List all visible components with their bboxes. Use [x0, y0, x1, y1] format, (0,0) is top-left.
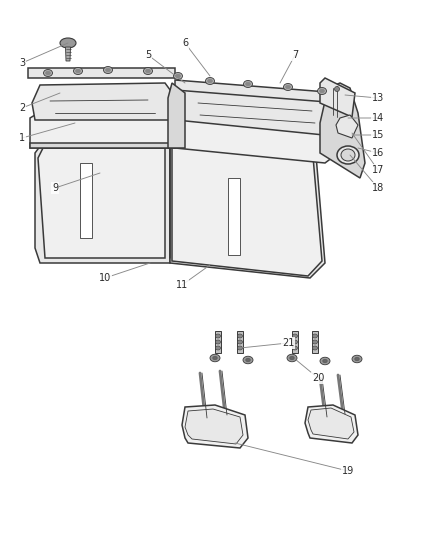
Ellipse shape — [213, 356, 217, 360]
Ellipse shape — [286, 85, 290, 89]
Ellipse shape — [323, 359, 327, 363]
Ellipse shape — [215, 334, 220, 338]
Ellipse shape — [246, 82, 251, 86]
Ellipse shape — [237, 346, 243, 350]
Ellipse shape — [106, 68, 110, 72]
Polygon shape — [228, 178, 240, 255]
Ellipse shape — [74, 68, 82, 75]
Ellipse shape — [173, 72, 183, 79]
Ellipse shape — [337, 146, 359, 164]
Ellipse shape — [237, 334, 243, 338]
Ellipse shape — [355, 357, 359, 361]
Polygon shape — [35, 118, 170, 263]
Text: 5: 5 — [145, 50, 151, 60]
Ellipse shape — [320, 89, 325, 93]
Ellipse shape — [341, 149, 355, 161]
Text: 2: 2 — [19, 103, 25, 113]
Ellipse shape — [75, 69, 81, 73]
Polygon shape — [336, 115, 358, 138]
Polygon shape — [170, 133, 325, 278]
Polygon shape — [305, 405, 358, 443]
Polygon shape — [320, 78, 355, 117]
Ellipse shape — [210, 354, 220, 362]
Polygon shape — [80, 163, 92, 238]
Ellipse shape — [246, 358, 250, 362]
Ellipse shape — [237, 340, 243, 344]
Text: 17: 17 — [372, 165, 384, 175]
Text: 21: 21 — [282, 338, 294, 348]
Ellipse shape — [145, 69, 151, 73]
Ellipse shape — [320, 357, 330, 365]
Ellipse shape — [60, 38, 76, 48]
Text: 11: 11 — [176, 280, 188, 290]
Polygon shape — [28, 68, 175, 78]
Text: 18: 18 — [372, 183, 384, 193]
Polygon shape — [292, 331, 298, 353]
Text: 9: 9 — [52, 183, 58, 193]
Ellipse shape — [290, 356, 294, 360]
Ellipse shape — [283, 84, 293, 91]
Ellipse shape — [215, 340, 220, 344]
Polygon shape — [175, 108, 345, 163]
Polygon shape — [32, 83, 176, 120]
Polygon shape — [320, 83, 365, 178]
Text: 15: 15 — [372, 130, 384, 140]
Ellipse shape — [312, 340, 318, 344]
Polygon shape — [215, 331, 221, 353]
Text: 20: 20 — [312, 373, 324, 383]
Text: 14: 14 — [372, 113, 384, 123]
Ellipse shape — [293, 340, 297, 344]
Polygon shape — [182, 405, 248, 448]
Ellipse shape — [43, 69, 53, 77]
Polygon shape — [312, 331, 318, 353]
Polygon shape — [168, 83, 185, 148]
Ellipse shape — [352, 356, 362, 363]
Text: 1: 1 — [19, 133, 25, 143]
Polygon shape — [30, 98, 178, 148]
Ellipse shape — [318, 87, 326, 94]
Ellipse shape — [244, 80, 252, 87]
Ellipse shape — [335, 86, 339, 92]
Text: 19: 19 — [342, 466, 354, 476]
Ellipse shape — [103, 67, 113, 74]
Text: 10: 10 — [99, 273, 111, 283]
Text: 7: 7 — [292, 50, 298, 60]
Polygon shape — [38, 123, 165, 258]
Ellipse shape — [312, 346, 318, 350]
Ellipse shape — [243, 356, 253, 364]
Polygon shape — [237, 331, 243, 353]
Polygon shape — [30, 143, 175, 148]
Ellipse shape — [215, 346, 220, 350]
Ellipse shape — [144, 68, 152, 75]
Ellipse shape — [46, 71, 50, 75]
Polygon shape — [176, 85, 343, 135]
Ellipse shape — [287, 354, 297, 362]
Text: 6: 6 — [182, 38, 188, 48]
Ellipse shape — [293, 334, 297, 338]
Ellipse shape — [312, 334, 318, 338]
Polygon shape — [185, 409, 243, 444]
Polygon shape — [175, 80, 340, 103]
Text: 13: 13 — [372, 93, 384, 103]
Ellipse shape — [205, 77, 215, 85]
Polygon shape — [45, 143, 165, 148]
Polygon shape — [66, 47, 71, 61]
Polygon shape — [172, 135, 322, 276]
Ellipse shape — [293, 346, 297, 350]
Polygon shape — [308, 408, 354, 439]
Text: 16: 16 — [372, 148, 384, 158]
Text: 3: 3 — [19, 58, 25, 68]
Ellipse shape — [176, 74, 180, 78]
Ellipse shape — [208, 79, 212, 83]
